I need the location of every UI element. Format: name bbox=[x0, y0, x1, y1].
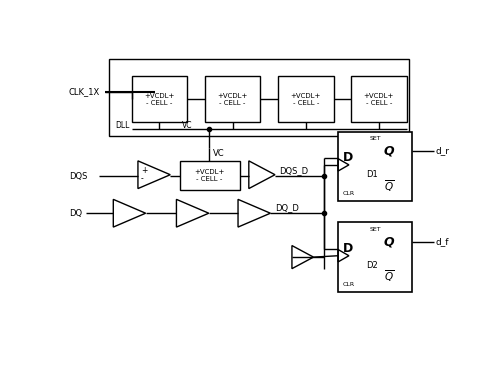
Text: D2: D2 bbox=[366, 261, 378, 270]
Text: DQ_D: DQ_D bbox=[275, 203, 299, 212]
Text: VC: VC bbox=[214, 149, 225, 158]
Bar bbox=[179, 161, 240, 190]
Bar bbox=[132, 76, 187, 122]
Text: VC: VC bbox=[182, 121, 193, 130]
Text: Q: Q bbox=[384, 144, 394, 158]
Text: CLR: CLR bbox=[343, 282, 355, 287]
Text: DQS_D: DQS_D bbox=[280, 166, 309, 175]
Text: +VCDL+
- CELL -: +VCDL+ - CELL - bbox=[364, 93, 394, 106]
Text: D: D bbox=[343, 242, 353, 255]
Text: +VCDL+
- CELL -: +VCDL+ - CELL - bbox=[291, 93, 321, 106]
Text: +VCDL+
- CELL -: +VCDL+ - CELL - bbox=[145, 93, 174, 106]
Text: CLR: CLR bbox=[343, 191, 355, 196]
Text: D: D bbox=[343, 152, 353, 164]
Text: -: - bbox=[141, 174, 144, 183]
Text: $\overline{Q}$: $\overline{Q}$ bbox=[384, 269, 394, 284]
Text: d_r: d_r bbox=[435, 147, 449, 155]
Text: Q: Q bbox=[384, 235, 394, 248]
Bar bbox=[109, 59, 409, 136]
Text: DQ: DQ bbox=[69, 209, 82, 218]
Text: d_f: d_f bbox=[435, 237, 449, 246]
Text: +VCDL+
- CELL -: +VCDL+ - CELL - bbox=[195, 169, 225, 182]
Text: DQS: DQS bbox=[69, 172, 87, 181]
Text: DLL: DLL bbox=[115, 121, 129, 130]
Text: D1: D1 bbox=[366, 170, 378, 179]
Text: CLK_1X: CLK_1X bbox=[69, 87, 100, 96]
Text: $\overline{Q}$: $\overline{Q}$ bbox=[384, 178, 394, 194]
Bar bbox=[205, 76, 260, 122]
Text: SET: SET bbox=[369, 227, 381, 232]
Bar bbox=[351, 76, 407, 122]
Bar bbox=[338, 132, 412, 201]
Text: SET: SET bbox=[369, 136, 381, 141]
Bar bbox=[278, 76, 334, 122]
Text: +: + bbox=[141, 166, 147, 175]
Bar bbox=[338, 223, 412, 292]
Text: +VCDL+
- CELL -: +VCDL+ - CELL - bbox=[218, 93, 248, 106]
